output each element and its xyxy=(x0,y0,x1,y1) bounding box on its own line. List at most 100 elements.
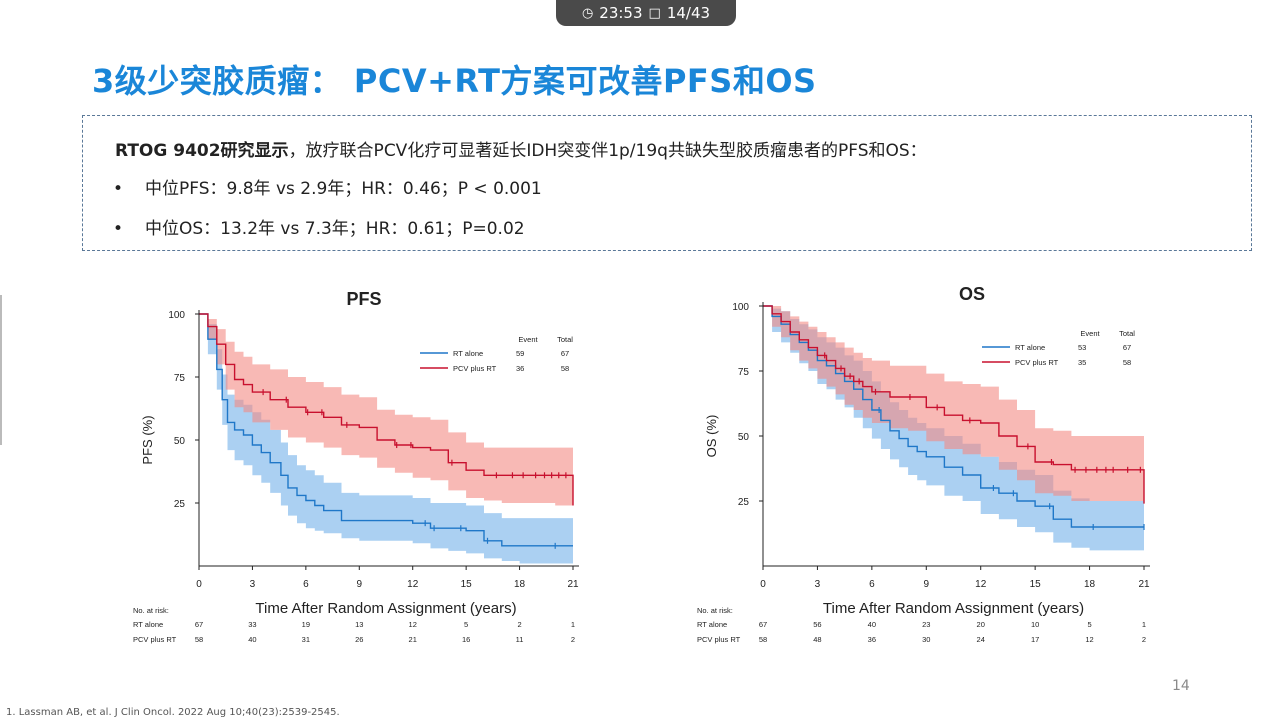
at-risk-value: 26 xyxy=(355,635,363,644)
at-risk-value: 36 xyxy=(868,635,876,644)
at-risk-value: 67 xyxy=(759,620,767,629)
y-tick-label: 100 xyxy=(168,310,185,321)
x-tick-label: 15 xyxy=(461,579,473,590)
at-risk-value: 1 xyxy=(571,620,575,629)
x-axis-label: Time After Random Assignment (years) xyxy=(255,600,516,617)
at-risk-value: 58 xyxy=(195,635,203,644)
bullet-text: 中位OS：13.2年 vs 7.3年；HR：0.61；P=0.02 xyxy=(145,219,525,239)
bullet-dot-icon: • xyxy=(113,219,124,239)
x-tick-label: 18 xyxy=(514,579,526,590)
legend-series-name: RT alone xyxy=(453,349,483,358)
x-tick-label: 15 xyxy=(1030,579,1042,590)
at-risk-value: 16 xyxy=(462,635,470,644)
legend-event-count: 35 xyxy=(1078,358,1086,367)
x-tick-label: 3 xyxy=(250,579,256,590)
left-edge-handle xyxy=(0,295,2,445)
at-risk-value: 40 xyxy=(248,635,256,644)
legend-header-event: Event xyxy=(518,335,538,344)
at-risk-value: 11 xyxy=(516,635,524,644)
at-risk-row-name: RT alone xyxy=(697,620,727,629)
at-risk-value: 20 xyxy=(977,620,985,629)
y-tick-label: 25 xyxy=(738,497,750,508)
ci-band xyxy=(199,314,573,526)
bullet-text: 中位PFS：9.8年 vs 2.9年；HR：0.46；P < 0.001 xyxy=(145,179,542,199)
at-risk-value: 23 xyxy=(922,620,930,629)
legend-total-count: 67 xyxy=(1123,343,1131,352)
at-risk-label: No. at risk: xyxy=(697,606,733,615)
x-tick-label: 21 xyxy=(567,579,579,590)
legend-event-count: 53 xyxy=(1078,343,1086,352)
summary-lead-bold: RTOG 9402研究显示 xyxy=(115,141,289,161)
reference-citation: 1. Lassman AB, et al. J Clin Oncol. 2022… xyxy=(6,707,340,718)
legend-total-count: 58 xyxy=(1123,358,1131,367)
x-tick-label: 6 xyxy=(869,579,875,590)
at-risk-value: 5 xyxy=(1087,620,1091,629)
summary-lead: RTOG 9402研究显示，放疗联合PCV化疗可显著延长IDH突变伴1p/19q… xyxy=(115,136,927,161)
x-tick-label: 0 xyxy=(196,579,202,590)
at-risk-row-name: PCV plus RT xyxy=(133,635,177,644)
bullet-item: • 中位OS：13.2年 vs 7.3年；HR：0.61；P=0.02 xyxy=(113,214,542,254)
legend-header-total: Total xyxy=(557,335,573,344)
legend-total-count: 67 xyxy=(561,349,569,358)
at-risk-value: 67 xyxy=(195,620,203,629)
at-risk-value: 24 xyxy=(977,635,985,644)
survival-line xyxy=(199,313,573,547)
presentation-status-bar: ◷ 23:53 □ 14/43 xyxy=(556,0,736,26)
at-risk-value: 30 xyxy=(922,635,930,644)
at-risk-value: 13 xyxy=(355,620,363,629)
clock-time: 23:53 xyxy=(599,4,643,22)
clock-icon: ◷ xyxy=(581,5,594,21)
at-risk-value: 2 xyxy=(571,635,575,644)
x-tick-label: 12 xyxy=(407,579,419,590)
at-risk-value: 31 xyxy=(302,635,310,644)
at-risk-value: 56 xyxy=(813,620,821,629)
bullet-dot-icon: • xyxy=(113,179,124,199)
survival-line xyxy=(199,313,574,506)
summary-bullets: • 中位PFS：9.8年 vs 2.9年；HR：0.46；P < 0.001 • 中… xyxy=(113,174,542,254)
x-tick-label: 9 xyxy=(357,579,363,590)
at-risk-value: 48 xyxy=(813,635,821,644)
y-tick-label: 25 xyxy=(174,499,186,510)
at-risk-value: 21 xyxy=(409,635,417,644)
chart-title: PFS xyxy=(346,289,381,309)
at-risk-row-name: PCV plus RT xyxy=(697,635,741,644)
legend-total-count: 58 xyxy=(561,364,569,373)
at-risk-value: 2 xyxy=(517,620,521,629)
page-number: 14 xyxy=(1172,678,1190,694)
x-tick-label: 18 xyxy=(1084,579,1096,590)
ci-band xyxy=(199,314,573,564)
legend-series-name: RT alone xyxy=(1015,343,1045,352)
page-icon: □ xyxy=(648,5,661,21)
x-tick-label: 12 xyxy=(975,579,987,590)
slide-title: 3级少突胶质瘤： PCV+RT方案可改善PFS和OS xyxy=(92,62,817,100)
at-risk-label: No. at risk: xyxy=(133,606,169,615)
legend-header-event: Event xyxy=(1080,329,1100,338)
legend-series-name: PCV plus RT xyxy=(1015,358,1059,367)
summary-lead-text: ，放疗联合PCV化疗可显著延长IDH突变伴1p/19q共缺失型胶质瘤患者的PFS… xyxy=(288,141,927,161)
at-risk-value: 2 xyxy=(1142,635,1146,644)
legend-header-total: Total xyxy=(1119,329,1135,338)
at-risk-value: 5 xyxy=(464,620,468,629)
at-risk-value: 40 xyxy=(868,620,876,629)
y-tick-label: 50 xyxy=(738,432,750,443)
x-tick-label: 21 xyxy=(1138,579,1150,590)
y-tick-label: 75 xyxy=(738,367,750,378)
at-risk-value: 1 xyxy=(1142,620,1146,629)
at-risk-value: 12 xyxy=(1085,635,1093,644)
at-risk-value: 33 xyxy=(248,620,256,629)
x-tick-label: 0 xyxy=(760,579,766,590)
y-tick-label: 100 xyxy=(732,302,749,313)
summary-box: RTOG 9402研究显示，放疗联合PCV化疗可显著延长IDH突变伴1p/19q… xyxy=(82,115,1252,251)
y-axis-label: OS (%) xyxy=(704,415,719,458)
y-tick-label: 75 xyxy=(174,373,186,384)
y-axis-label: PFS (%) xyxy=(140,415,155,464)
at-risk-row-name: RT alone xyxy=(133,620,163,629)
chart-title: OS xyxy=(959,284,985,304)
x-tick-label: 3 xyxy=(815,579,821,590)
legend-event-count: 36 xyxy=(516,364,524,373)
legend-series-name: PCV plus RT xyxy=(453,364,497,373)
x-tick-label: 6 xyxy=(303,579,309,590)
legend-event-count: 59 xyxy=(516,349,524,358)
survival-line xyxy=(763,305,1145,504)
